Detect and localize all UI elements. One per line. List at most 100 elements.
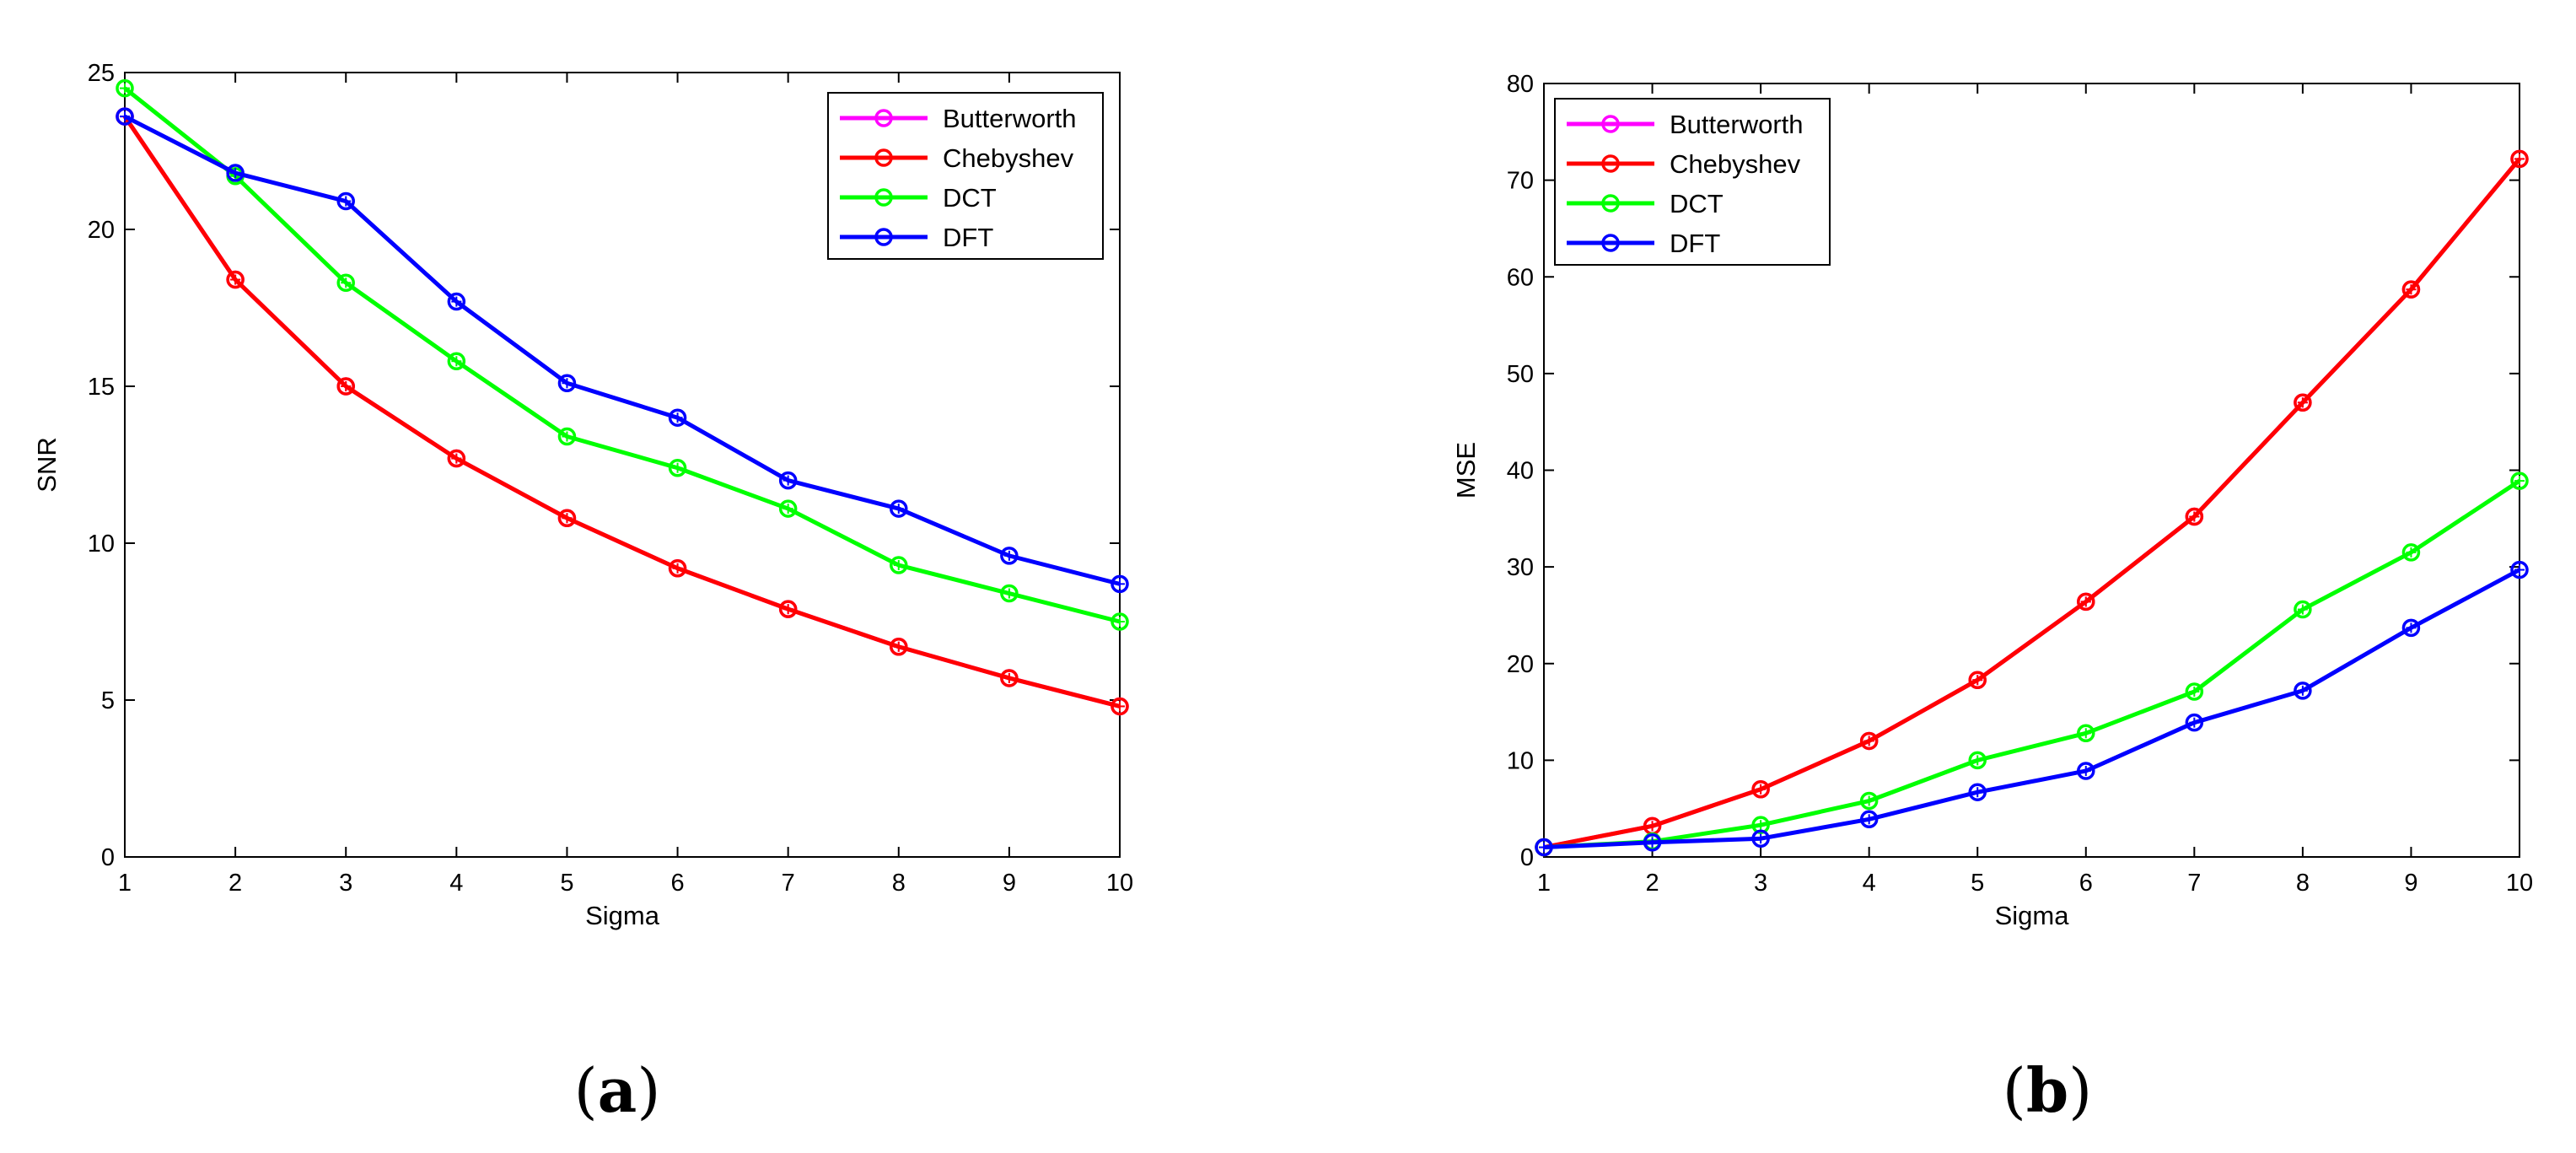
legend-box	[1554, 98, 1831, 266]
legend-swatch-marker	[874, 228, 893, 246]
data-point	[2510, 560, 2529, 579]
caption-b: (b)	[2003, 1054, 2093, 1126]
data-point	[116, 107, 134, 126]
data-point	[2510, 471, 2529, 490]
legend-label: Butterworth	[943, 104, 1077, 133]
data-point	[1111, 697, 1129, 716]
data-point	[1968, 671, 1987, 689]
legend-swatch-marker	[1601, 154, 1620, 173]
data-point	[1535, 838, 1553, 857]
data-point	[2401, 280, 2421, 299]
legend-box	[827, 92, 1104, 260]
x-tick-label: 9	[1003, 870, 1016, 897]
data-point	[668, 458, 687, 477]
data-point	[890, 638, 908, 656]
y-axis-label: MSE	[1451, 442, 1481, 498]
legend-item-butterworth: Butterworth	[840, 104, 1077, 133]
data-point	[447, 352, 466, 370]
legend: Butterworth Chebyshev DCT DFT	[1554, 98, 1831, 266]
series-line-chebyshev	[1543, 157, 2521, 849]
data-point	[2294, 600, 2312, 619]
data-point	[2077, 592, 2095, 612]
data-point	[1859, 810, 1879, 829]
y-tick-label: 10	[1507, 747, 1534, 774]
y-tick-label: 0	[101, 844, 115, 871]
y-tick-label: 80	[1507, 71, 1534, 98]
x-axis-label: Sigma	[1995, 901, 2070, 930]
x-tick-label: 8	[892, 870, 906, 897]
x-tick-label: 3	[1754, 870, 1767, 897]
caption-a: (a)	[574, 1054, 661, 1126]
data-point	[2401, 618, 2421, 638]
legend-item-chebyshev: Chebyshev	[1567, 149, 1801, 179]
data-point	[116, 78, 134, 98]
data-point	[226, 270, 245, 289]
data-point	[778, 499, 798, 518]
data-point	[890, 499, 908, 518]
x-tick-label: 6	[2079, 870, 2093, 897]
legend-swatch-marker	[1601, 115, 1620, 133]
data-point	[1751, 780, 1770, 799]
x-axis-label: Sigma	[585, 901, 660, 930]
y-tick-label: 10	[88, 531, 115, 558]
data-point	[1000, 584, 1019, 603]
data-point	[336, 377, 355, 396]
data-point	[1000, 547, 1019, 565]
x-tick-label: 1	[1537, 870, 1551, 897]
y-axis-label: SNR	[32, 437, 62, 492]
series-line-dft	[123, 114, 1121, 586]
legend-label: Butterworth	[1670, 110, 1804, 139]
legend: Butterworth Chebyshev DCT DFT	[827, 92, 1104, 260]
plot-area-frame	[124, 72, 1121, 858]
legend-item-butterworth: Butterworth	[1567, 110, 1804, 139]
x-tick-label: 5	[1971, 870, 1984, 897]
data-point	[1968, 783, 1987, 801]
legend-swatch-marker	[874, 148, 893, 167]
data-point	[336, 273, 355, 292]
x-tick-label: 6	[670, 870, 684, 897]
data-point	[557, 427, 577, 446]
series-line-chebyshev	[122, 115, 1121, 709]
y-tick-label: 0	[1520, 844, 1534, 871]
legend-swatch-marker	[1601, 194, 1620, 213]
x-tick-label: 9	[2404, 870, 2417, 897]
x-tick-label: 2	[1645, 870, 1659, 897]
data-point	[557, 509, 577, 527]
series-dct	[1535, 471, 2529, 857]
legend-label: DCT	[943, 183, 997, 213]
x-tick-label: 1	[118, 870, 132, 897]
y-tick-label: 20	[1507, 651, 1534, 678]
series-chebyshev	[116, 107, 1129, 716]
data-point	[1111, 574, 1129, 594]
data-point	[2510, 149, 2529, 169]
y-tick-label: 50	[1507, 361, 1534, 388]
legend-swatch-marker	[874, 109, 893, 127]
data-point	[2401, 543, 2421, 562]
data-point	[1859, 731, 1879, 751]
legend-item-chebyshev: Chebyshev	[840, 143, 1074, 173]
data-point	[1751, 829, 1770, 848]
series-line-dft	[1543, 568, 2521, 850]
data-point	[1111, 612, 1129, 631]
data-point	[668, 408, 687, 427]
data-point	[2185, 713, 2204, 732]
y-tick-label: 25	[88, 60, 115, 87]
y-tick-label: 5	[101, 687, 115, 714]
x-tick-label: 8	[2296, 870, 2310, 897]
x-tick-label: 2	[229, 870, 242, 897]
data-point	[447, 292, 466, 311]
y-tick-label: 20	[88, 217, 115, 244]
data-point	[2185, 507, 2204, 526]
data-point	[2185, 682, 2204, 701]
data-point	[668, 559, 687, 578]
caption-a-letter: a	[598, 1054, 637, 1126]
data-point	[1751, 816, 1770, 834]
data-point	[1000, 669, 1019, 687]
data-point	[1968, 751, 1987, 770]
y-tick-label: 70	[1507, 168, 1534, 195]
legend-item-dct: DCT	[1567, 189, 1724, 218]
data-point	[336, 191, 355, 211]
data-point	[2294, 393, 2312, 412]
data-point	[1643, 833, 1662, 852]
